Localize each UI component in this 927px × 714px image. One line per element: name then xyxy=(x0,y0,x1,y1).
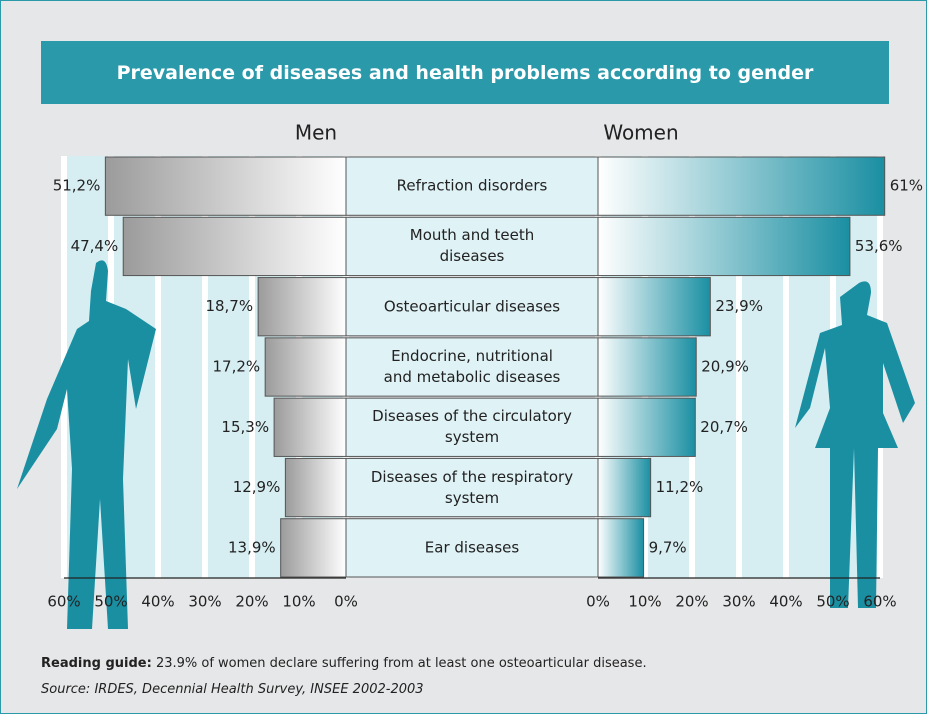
x-tick-label: 20% xyxy=(235,593,268,611)
category-box xyxy=(345,397,599,457)
bar xyxy=(104,156,347,216)
x-tick-label: 40% xyxy=(769,593,802,611)
value-label: 11,2% xyxy=(656,478,704,496)
category-box xyxy=(345,216,599,277)
series-header: Women xyxy=(603,121,678,145)
man-figure xyxy=(17,260,156,629)
category-label: Endocrine, nutritional and metabolic dis… xyxy=(383,347,561,386)
reading-guide-text: 23.9% of women declare suffering from at… xyxy=(155,656,647,671)
bar xyxy=(264,337,347,397)
value-label: 12,9% xyxy=(233,478,281,496)
bar xyxy=(597,518,645,578)
chart-title: Prevalence of diseases and health proble… xyxy=(41,41,889,104)
x-tick-label: 30% xyxy=(188,593,221,611)
value-label: 15,3% xyxy=(221,418,269,436)
x-tick-label: 40% xyxy=(141,593,174,611)
bar xyxy=(597,216,851,277)
value-label: 13,9% xyxy=(228,538,276,556)
x-tick-label: 50% xyxy=(816,593,849,611)
value-label: 47,4% xyxy=(71,237,119,255)
value-label: 9,7% xyxy=(649,538,687,556)
value-label: 17,2% xyxy=(213,358,261,376)
x-tick-label: 10% xyxy=(282,593,315,611)
reading-guide-label: Reading guide: xyxy=(41,656,152,671)
value-label: 20,7% xyxy=(700,418,748,436)
bar xyxy=(597,337,697,397)
x-tick-label: 20% xyxy=(675,593,708,611)
value-label: 53,6% xyxy=(855,237,903,255)
bar xyxy=(284,457,347,518)
x-tick-label: 60% xyxy=(47,593,80,611)
category-box xyxy=(345,518,599,578)
x-tick-label: 10% xyxy=(628,593,661,611)
category-label: Ear diseases xyxy=(424,538,520,557)
bar xyxy=(597,457,652,518)
value-label: 18,7% xyxy=(205,297,253,315)
reading-guide: Reading guide: 23.9% of women declare su… xyxy=(41,656,647,671)
bar xyxy=(273,397,347,457)
category-label: Diseases of the respiratory system xyxy=(370,467,574,507)
value-label: 51,2% xyxy=(53,177,101,195)
value-label: 20,9% xyxy=(701,358,749,376)
category-label: Osteoarticular diseases xyxy=(383,297,561,316)
bar xyxy=(257,277,347,337)
category-label: Mouth and teeth diseases xyxy=(409,226,535,266)
source: Source: IRDES, Decennial Health Survey, … xyxy=(41,682,424,697)
bar xyxy=(122,216,347,277)
series-header: Men xyxy=(295,121,337,145)
bar xyxy=(597,397,696,457)
category-box xyxy=(345,277,599,337)
bar xyxy=(597,156,886,216)
value-label: 23,9% xyxy=(715,297,763,315)
x-tick-label: 50% xyxy=(94,593,127,611)
value-label: 61% xyxy=(890,177,923,195)
bar xyxy=(597,277,711,337)
category-label: Refraction disorders xyxy=(396,176,548,195)
x-tick-label: 30% xyxy=(722,593,755,611)
bar xyxy=(280,518,347,578)
x-tick-label: 0% xyxy=(334,593,358,611)
x-tick-label: 0% xyxy=(586,593,610,611)
category-box xyxy=(345,337,599,397)
x-tick-label: 60% xyxy=(863,593,896,611)
woman-figure xyxy=(795,281,915,608)
category-label: Diseases of the circulatory system xyxy=(372,407,572,447)
